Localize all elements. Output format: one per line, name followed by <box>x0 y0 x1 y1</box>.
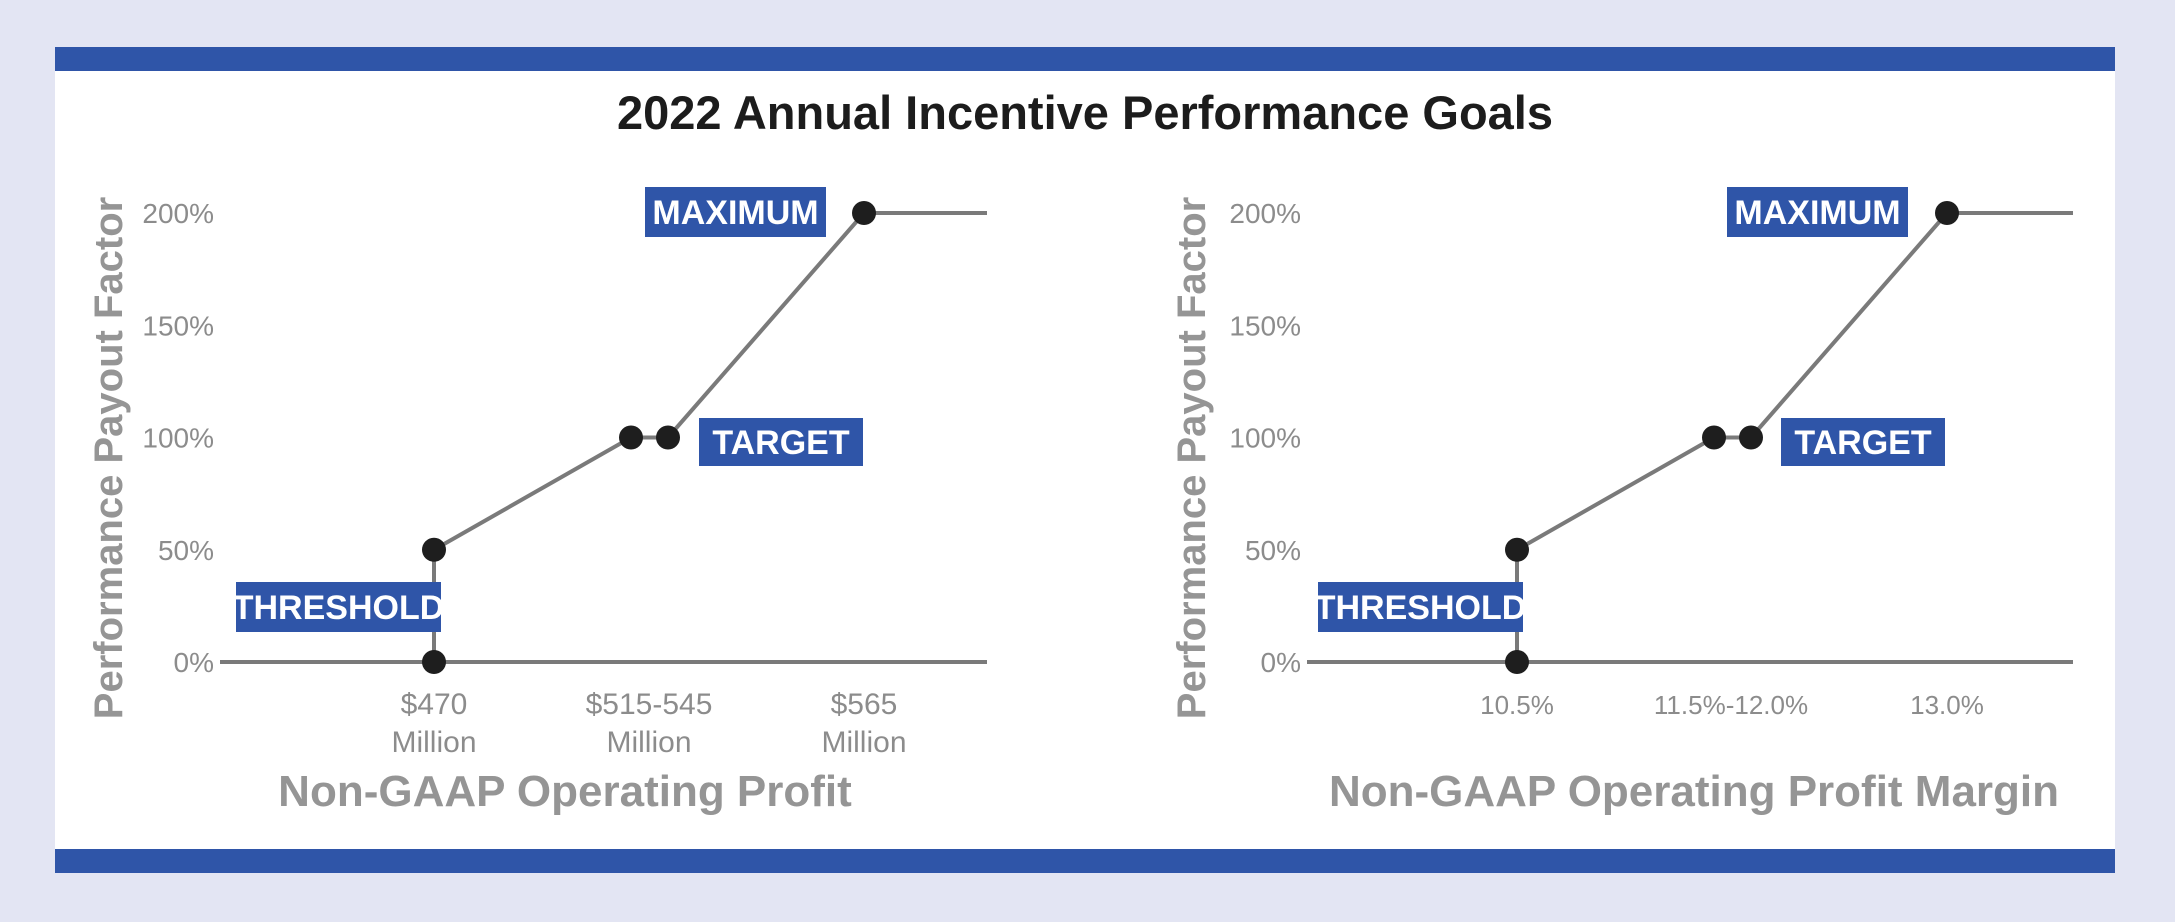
x-tick-label: Million <box>391 726 476 759</box>
maximum-badge-label: MAXIMUM <box>1734 194 1900 232</box>
data-point <box>619 425 643 450</box>
data-point <box>852 201 876 225</box>
y-tick-label: 100% <box>142 423 214 454</box>
data-point <box>656 425 680 450</box>
x-tick-label: $470 <box>401 688 468 721</box>
data-point <box>1935 201 1959 225</box>
bottom-accent-bar <box>55 849 2115 873</box>
data-point <box>1739 425 1763 450</box>
x-tick-label: Million <box>606 726 691 759</box>
threshold-badge <box>236 582 441 632</box>
y-tick-label: 0% <box>1261 647 1301 678</box>
top-accent-bar <box>55 47 2115 71</box>
chart-panel: 2022 Annual Incentive Performance Goals <box>55 47 2115 873</box>
maximum-badge <box>645 187 826 237</box>
data-point <box>422 537 446 562</box>
x-tick-label: 13.0% <box>1910 690 1984 720</box>
y-tick-label: 200% <box>142 198 214 229</box>
target-badge-label: TARGET <box>712 424 849 462</box>
maximum-badge-label: MAXIMUM <box>652 194 818 232</box>
x-axis-label: Non-GAAP Operating Profit Margin <box>1329 767 2059 816</box>
data-point <box>1702 425 1726 450</box>
threshold-badge <box>1318 582 1523 632</box>
data-point <box>1505 650 1529 674</box>
x-axis-label: Non-GAAP Operating Profit <box>278 767 852 816</box>
payout-curve <box>1515 211 2073 662</box>
target-badge <box>1781 418 1945 466</box>
data-point <box>1505 537 1529 562</box>
data-point <box>422 650 446 674</box>
page-title: 2022 Annual Incentive Performance Goals <box>616 86 1553 139</box>
target-badge <box>699 418 863 466</box>
y-tick-label: 200% <box>1229 198 1301 229</box>
x-tick-label: 10.5% <box>1480 690 1554 720</box>
threshold-badge-label: THRESHOLD <box>1315 589 1527 627</box>
y-axis-label: Performance Payout Factor <box>87 197 131 719</box>
y-tick-label: 150% <box>1229 310 1301 341</box>
y-tick-label: 0% <box>174 647 214 678</box>
payout-curve <box>432 211 987 662</box>
x-tick-label: Million <box>821 726 906 759</box>
threshold-badge-label: THRESHOLD <box>233 589 445 627</box>
x-tick-label: $515-545 <box>586 688 713 721</box>
x-tick-label: 11.5%-12.0% <box>1654 690 1808 720</box>
y-tick-label: 50% <box>1245 535 1301 566</box>
y-tick-label: 100% <box>1229 423 1301 454</box>
target-badge-label: TARGET <box>1794 424 1931 462</box>
y-axis-label: Performance Payout Factor <box>1170 197 1214 719</box>
x-tick-label: $565 <box>831 688 898 721</box>
maximum-badge <box>1727 187 1908 237</box>
y-tick-label: 50% <box>158 535 214 566</box>
y-tick-label: 150% <box>142 310 214 341</box>
